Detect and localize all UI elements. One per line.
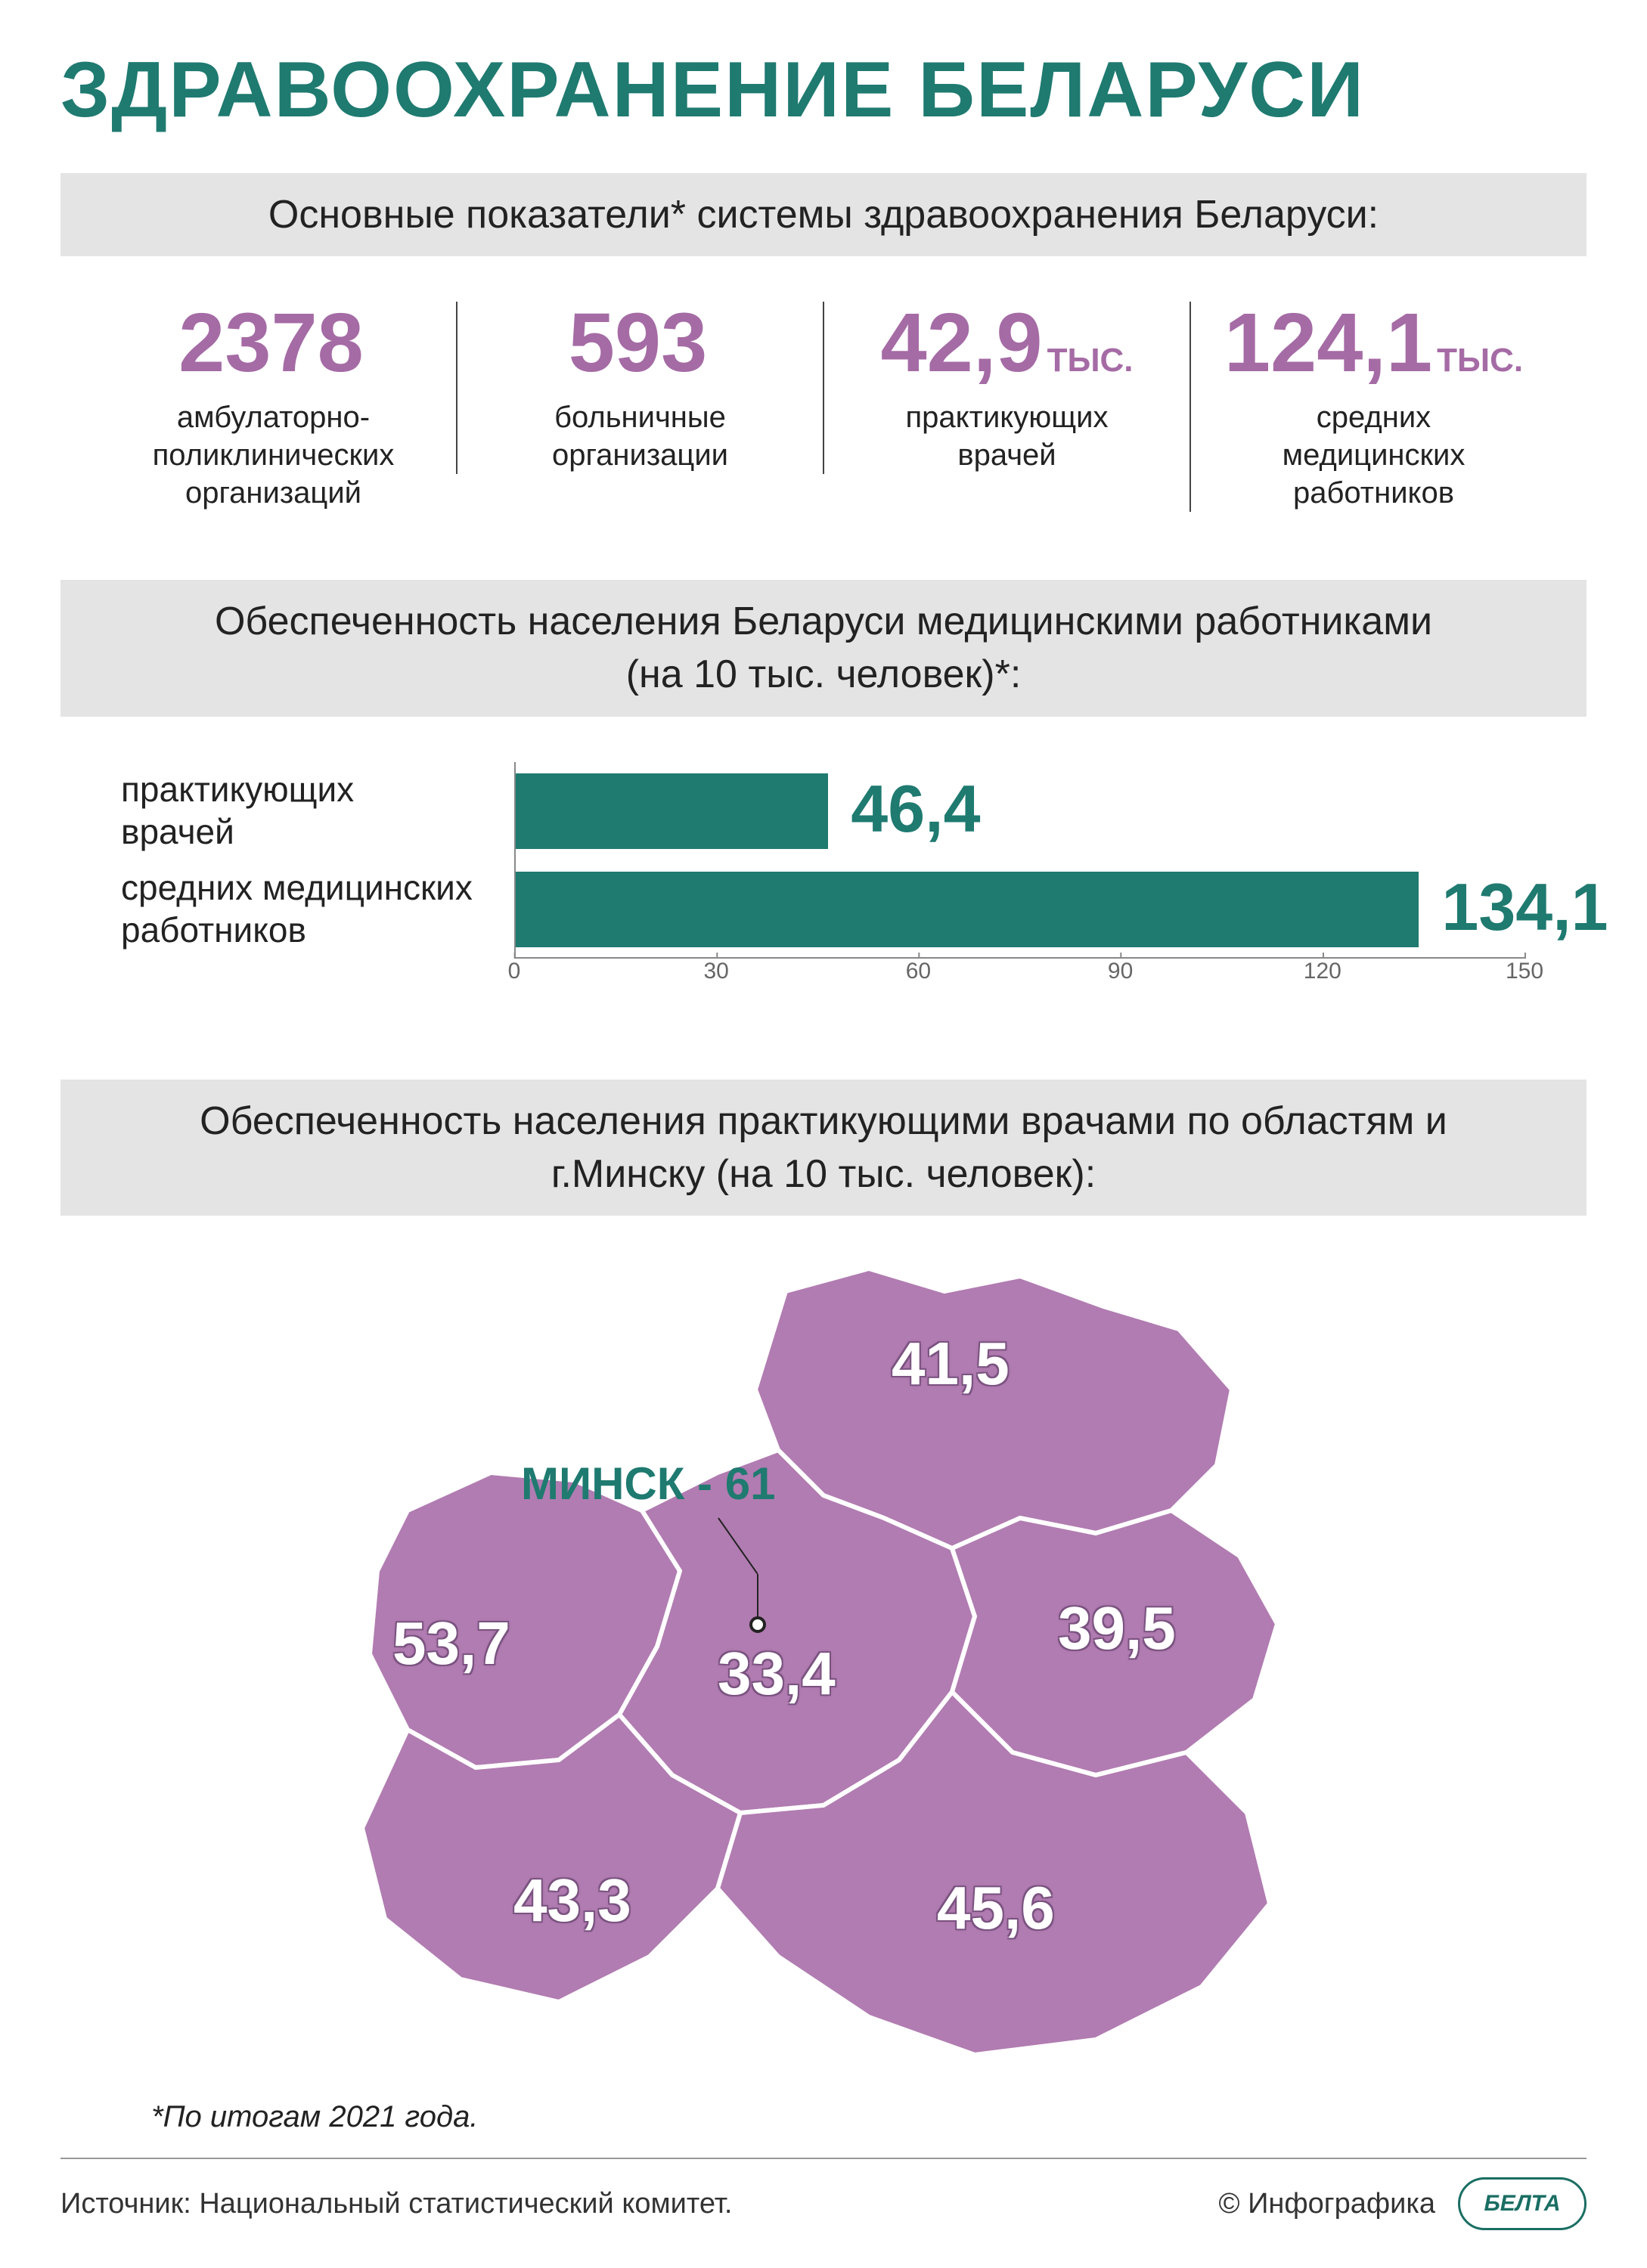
bar-label: средних медицинскихработников (121, 860, 514, 959)
page-footer: Источник: Национальный статистический ко… (60, 2158, 1587, 2230)
region-value: 39,5 (1058, 1594, 1176, 1663)
x-tick: 60 (906, 959, 931, 984)
stat-label: амбулаторно-поликлиническихорганизаций (106, 398, 441, 512)
stat-value: 2378 (178, 302, 364, 385)
bar-plot-area: 46,4 134,1 0306090120150 (514, 762, 1526, 1027)
bar-chart: практикующихврачей средних медицинскихра… (121, 762, 1526, 1027)
stat-label: среднихмедицинскихработников (1206, 398, 1541, 512)
section2-header: Обеспеченность населения Беларуси медици… (60, 580, 1587, 716)
page-title: ЗДРАВООХРАНЕНИЕ БЕЛАРУСИ (60, 45, 1587, 135)
region-value: 41,5 (892, 1329, 1010, 1399)
x-tick: 150 (1506, 959, 1543, 984)
belta-logo-icon: БЕЛТА (1458, 2177, 1587, 2230)
bar-label: практикующихврачей (121, 762, 514, 860)
footnote: *По итогам 2021 года. (151, 2100, 1587, 2134)
bar (516, 773, 828, 849)
stat-item: 593 больничныеорганизации (456, 302, 823, 474)
section3-header: Обеспеченность населения практикующими в… (60, 1080, 1587, 1216)
stat-value: 593 (569, 302, 708, 385)
stat-unit: ТЫС. (1437, 342, 1523, 379)
stat-item: 42,9ТЫС. практикующихврачей (823, 302, 1190, 474)
belarus-map: МИНСК - 61 41,5 53,7 33,4 39,5 43,3 45,6 (294, 1261, 1353, 2093)
stat-item: 2378 амбулаторно-поликлиническихорганиза… (91, 302, 456, 512)
x-tick: 120 (1304, 959, 1341, 984)
x-tick: 90 (1108, 959, 1133, 984)
region-value: 33,4 (718, 1639, 836, 1709)
footer-credit: © Инфографика (1219, 2188, 1435, 2220)
x-tick: 30 (704, 959, 729, 984)
section1-header: Основные показатели* системы здравоохран… (60, 173, 1587, 256)
region-value: 45,6 (937, 1873, 1055, 1943)
stat-item: 124,1ТЫС. среднихмедицинскихработников (1190, 302, 1556, 512)
stat-value: 42,9 (880, 302, 1042, 385)
stat-label: больничныеорганизации (473, 398, 808, 474)
stat-value: 124,1 (1224, 302, 1432, 385)
stat-unit: ТЫС. (1047, 342, 1134, 379)
stat-label: практикующихврачей (839, 398, 1174, 474)
x-axis-ticks: 0306090120150 (514, 959, 1526, 996)
bar (516, 872, 1419, 947)
region-value: 43,3 (513, 1866, 631, 1935)
stats-row: 2378 амбулаторно-поликлиническихорганиза… (91, 302, 1556, 512)
minsk-callout-label: МИНСК - 61 (521, 1458, 775, 1510)
bar-value: 134,1 (1441, 869, 1608, 946)
bar-labels: практикующихврачей средних медицинскихра… (121, 762, 514, 1027)
x-tick: 0 (508, 959, 521, 984)
minsk-callout-line (757, 1574, 758, 1619)
footer-source: Источник: Национальный статистический ко… (60, 2188, 732, 2220)
bar-value: 46,4 (851, 770, 980, 847)
minsk-dot-icon (749, 1616, 766, 1633)
region-value: 53,7 (392, 1609, 510, 1678)
